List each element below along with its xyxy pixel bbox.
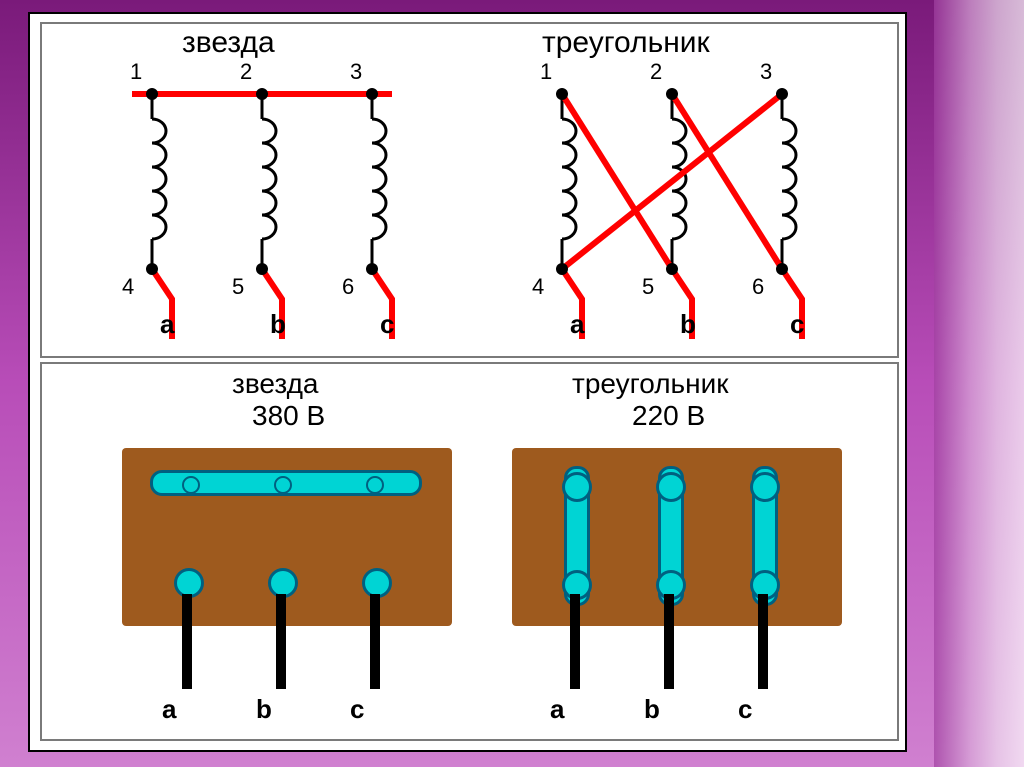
- star-voltage: 380 В: [252, 400, 325, 432]
- delta-top-term-1: [562, 472, 592, 502]
- delta-title: треугольник: [542, 26, 710, 60]
- star-diagram: 1 2 3 4 5 6 a b c: [92, 64, 462, 349]
- delta-bot-6: 6: [752, 274, 764, 300]
- delta-phase-a: a: [570, 309, 584, 340]
- delta-block-c: c: [738, 694, 752, 725]
- star-bot-5: 5: [232, 274, 244, 300]
- accent-strip: [934, 0, 1024, 767]
- star-block-title: звезда: [232, 368, 319, 400]
- star-bot-4: 4: [122, 274, 134, 300]
- delta-block-b: b: [644, 694, 660, 725]
- star-bot-6: 6: [342, 274, 354, 300]
- delta-phase-c: c: [790, 309, 804, 340]
- star-phase-b: b: [270, 309, 286, 340]
- delta-top-term-3: [750, 472, 780, 502]
- star-lead-a: [182, 594, 192, 689]
- star-top-1: 1: [130, 59, 142, 85]
- star-top-term-2: [274, 476, 292, 494]
- delta-terminal-block: [512, 448, 842, 626]
- star-top-term-1: [182, 476, 200, 494]
- star-top-term-3: [366, 476, 384, 494]
- star-block-a: a: [162, 694, 176, 725]
- delta-lead-c: [758, 594, 768, 689]
- star-terminal-block: [122, 448, 452, 626]
- star-lead-b: [276, 594, 286, 689]
- delta-phase-b: b: [680, 309, 696, 340]
- star-phase-a: a: [160, 309, 174, 340]
- delta-bot-5: 5: [642, 274, 654, 300]
- delta-voltage: 220 В: [632, 400, 705, 432]
- star-top-3: 3: [350, 59, 362, 85]
- delta-top-3: 3: [760, 59, 772, 85]
- coil-schematic-section: звезда: [40, 22, 899, 358]
- delta-lead-b: [664, 594, 674, 689]
- delta-top-term-2: [656, 472, 686, 502]
- delta-block-a: a: [550, 694, 564, 725]
- star-block-c: c: [350, 694, 364, 725]
- main-panel: звезда: [28, 12, 907, 752]
- delta-lead-a: [570, 594, 580, 689]
- star-svg: [92, 64, 462, 344]
- delta-diagram: 1 2 3 4 5 6 a b c: [502, 64, 872, 349]
- delta-bot-4: 4: [532, 274, 544, 300]
- star-phase-c: c: [380, 309, 394, 340]
- delta-top-1: 1: [540, 59, 552, 85]
- star-top-2: 2: [240, 59, 252, 85]
- star-lead-c: [370, 594, 380, 689]
- delta-svg: [502, 64, 872, 344]
- terminal-block-section: звезда 380 В a b c треугольник 220 В: [40, 362, 899, 741]
- star-title: звезда: [182, 26, 275, 60]
- star-block-b: b: [256, 694, 272, 725]
- delta-block-title: треугольник: [572, 368, 729, 400]
- delta-top-2: 2: [650, 59, 662, 85]
